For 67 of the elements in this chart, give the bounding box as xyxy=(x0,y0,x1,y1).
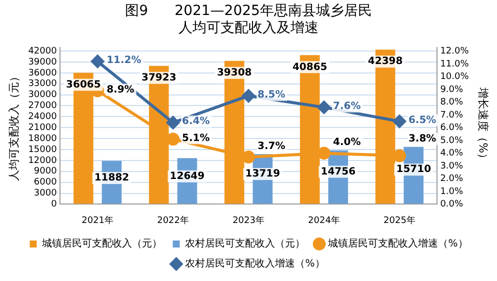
y-tick-label: 6000 xyxy=(34,178,58,188)
data-label: 40865 xyxy=(292,62,328,73)
x-tick-label: 2023年 xyxy=(232,214,264,226)
data-label: 5.1% xyxy=(182,132,210,144)
y2-tick-label: 0.0% xyxy=(440,200,464,210)
y-tick-label: 24000 xyxy=(28,112,58,122)
y2-tick-label: 1.0% xyxy=(440,186,464,197)
x-tick-label: 2025年 xyxy=(384,214,416,226)
legend-label: 农村居民可支配收入（元） xyxy=(185,238,306,250)
y-tick-label: 27000 xyxy=(28,101,58,112)
data-label: 3.7% xyxy=(258,140,286,152)
y-tick-label: 0 xyxy=(51,200,58,210)
data-label: 11.2% xyxy=(106,55,142,66)
y-tick-label: 42000 xyxy=(28,46,58,56)
y-tick-label: 15000 xyxy=(28,144,58,155)
y2-tick-label: 6.0% xyxy=(440,123,464,134)
y2-tick-label: 9.0% xyxy=(440,84,464,95)
data-label: 13719 xyxy=(245,168,280,180)
y-tick-label: 36000 xyxy=(28,68,58,78)
point xyxy=(392,114,406,128)
x-tick-label: 2024年 xyxy=(308,214,340,226)
y2-tick-label: 3.0% xyxy=(440,161,464,172)
y-tick-label: 18000 xyxy=(28,134,58,144)
data-label: 42398 xyxy=(368,56,403,68)
data-label: 39308 xyxy=(216,67,252,78)
y2-tick-label: 5.0% xyxy=(440,136,464,146)
point xyxy=(166,132,180,146)
data-label: 37923 xyxy=(141,72,176,84)
y-tick-label: 12000 xyxy=(28,156,58,166)
data-label: 12649 xyxy=(170,170,205,182)
data-label: 36065 xyxy=(66,79,101,90)
x-tick-label: 2022年 xyxy=(157,214,189,226)
data-label: 4.0% xyxy=(332,136,361,148)
point xyxy=(166,116,180,130)
data-label: 6.4% xyxy=(182,116,210,128)
y-tick-label: 9000 xyxy=(34,166,58,177)
y2-tick-label: 8.0% xyxy=(440,98,464,108)
data-label: 3.8% xyxy=(408,134,436,145)
point xyxy=(91,54,104,68)
y2-tick-label: 12.0% xyxy=(440,46,470,57)
data-label: 6.5% xyxy=(408,114,436,126)
y2-tick-label: 7.0% xyxy=(440,110,464,120)
x-tick-label: 2021年 xyxy=(82,214,114,226)
y2-tick-label: 11.0% xyxy=(440,59,470,70)
data-label: 11882 xyxy=(94,172,130,184)
data-label: 15710 xyxy=(396,164,432,176)
data-label: 7.6% xyxy=(332,100,361,112)
y2-tick-label: 2.0% xyxy=(440,174,464,184)
legend-label: 城镇居民可支配收入增速（%） xyxy=(327,238,468,250)
y-axis-title: 人均可支配收入（元） xyxy=(7,70,20,181)
chart-title: 图9 2021—2025年思南县城乡居民人均可支配收入及增速 xyxy=(124,3,373,38)
y2-tick-label: 4.0% xyxy=(440,148,464,159)
y-tick-label: 39000 xyxy=(28,57,58,68)
y2-axis-title: 增长速度（%） xyxy=(476,86,490,164)
y-tick-label: 21000 xyxy=(28,122,58,133)
point xyxy=(242,89,256,102)
y2-tick-label: 10.0% xyxy=(440,72,470,82)
data-label: 14756 xyxy=(320,166,356,178)
y-tick-label: 33000 xyxy=(28,79,58,90)
y-tick-label: 30000 xyxy=(28,90,58,100)
point xyxy=(317,100,330,114)
data-label: 8.9% xyxy=(106,84,134,96)
y-tick-label: 3000 xyxy=(34,188,58,199)
legend-label: 城镇居民可支配收入（元） xyxy=(41,238,162,250)
data-label: 8.5% xyxy=(258,89,286,100)
legend-label: 农村居民可支配收入增速（%） xyxy=(185,258,325,270)
point xyxy=(242,150,256,164)
